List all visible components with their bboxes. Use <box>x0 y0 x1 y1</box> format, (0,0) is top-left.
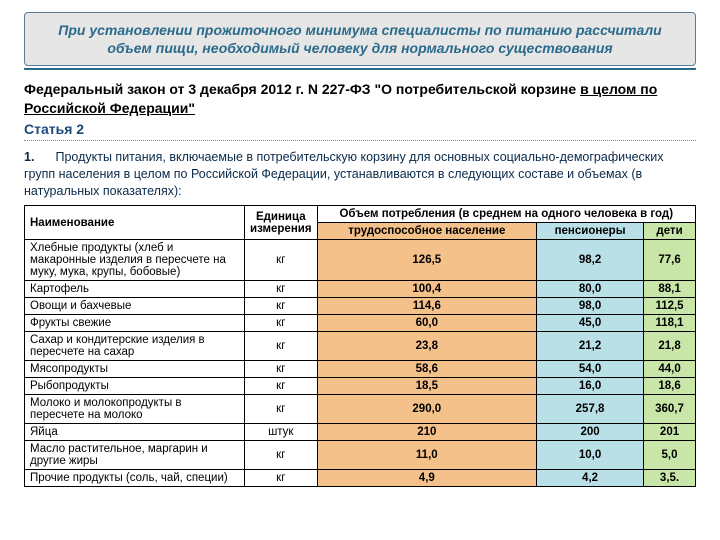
cell-pensioners: 4,2 <box>537 470 644 487</box>
article-number: 1. <box>24 149 52 166</box>
cell-pensioners: 98,0 <box>537 298 644 315</box>
cell-children: 112,5 <box>644 298 696 315</box>
cell-pensioners: 98,2 <box>537 240 644 281</box>
table-row: Масло растительное, маргарин и другие жи… <box>25 441 696 470</box>
cell-pensioners: 257,8 <box>537 395 644 424</box>
table-row: Сахар и кондитерские изделия в пересчете… <box>25 332 696 361</box>
subhead-children: дети <box>644 223 696 240</box>
table-row: Рыбопродуктыкг18,516,018,6 <box>25 378 696 395</box>
cell-children: 88,1 <box>644 281 696 298</box>
cell-unit: кг <box>245 441 318 470</box>
cell-workers: 58,6 <box>317 361 537 378</box>
article-label: Статья 2 <box>24 121 696 141</box>
cell-unit: штук <box>245 424 318 441</box>
table-row: Мясопродуктыкг58,654,044,0 <box>25 361 696 378</box>
article-body: Продукты питания, включаемые в потребите… <box>24 150 664 198</box>
cell-unit: кг <box>245 395 318 424</box>
cell-name: Овощи и бахчевые <box>25 298 245 315</box>
cell-children: 5,0 <box>644 441 696 470</box>
cell-workers: 23,8 <box>317 332 537 361</box>
cell-pensioners: 54,0 <box>537 361 644 378</box>
cell-children: 360,7 <box>644 395 696 424</box>
cell-children: 21,8 <box>644 332 696 361</box>
cell-children: 77,6 <box>644 240 696 281</box>
cell-children: 3,5. <box>644 470 696 487</box>
cell-pensioners: 10,0 <box>537 441 644 470</box>
cell-workers: 126,5 <box>317 240 537 281</box>
cell-name: Яйца <box>25 424 245 441</box>
slide: При установлении прожиточного минимума с… <box>0 0 720 540</box>
cell-name: Фрукты свежие <box>25 315 245 332</box>
law-title: Федеральный закон от 3 декабря 2012 г. N… <box>24 80 696 116</box>
table-row: Молоко и молокопродукты в пересчете на м… <box>25 395 696 424</box>
cell-pensioners: 45,0 <box>537 315 644 332</box>
slide-header: При установлении прожиточного минимума с… <box>24 12 696 66</box>
law-title-prefix: Федеральный закон от 3 декабря 2012 г. N… <box>24 81 580 97</box>
table-row: Хлебные продукты (хлеб и макаронные изде… <box>25 240 696 281</box>
header-underline <box>24 68 696 70</box>
cell-name: Прочие продукты (соль, чай, специи) <box>25 470 245 487</box>
cell-unit: кг <box>245 298 318 315</box>
cell-workers: 100,4 <box>317 281 537 298</box>
cell-unit: кг <box>245 332 318 361</box>
cell-workers: 290,0 <box>317 395 537 424</box>
subhead-workers: трудоспособное население <box>317 223 537 240</box>
col-header-unit: Единица измерения <box>245 206 318 240</box>
cell-workers: 11,0 <box>317 441 537 470</box>
cell-pensioners: 16,0 <box>537 378 644 395</box>
consumption-table: Наименование Единица измерения Объем пот… <box>24 205 696 487</box>
cell-children: 44,0 <box>644 361 696 378</box>
cell-unit: кг <box>245 315 318 332</box>
cell-unit: кг <box>245 281 318 298</box>
col-header-volume: Объем потребления (в среднем на одного ч… <box>317 206 695 223</box>
cell-children: 118,1 <box>644 315 696 332</box>
cell-workers: 210 <box>317 424 537 441</box>
table-row: Картофелькг100,480,088,1 <box>25 281 696 298</box>
cell-name: Сахар и кондитерские изделия в пересчете… <box>25 332 245 361</box>
cell-workers: 114,6 <box>317 298 537 315</box>
cell-unit: кг <box>245 240 318 281</box>
cell-workers: 18,5 <box>317 378 537 395</box>
cell-name: Хлебные продукты (хлеб и макаронные изде… <box>25 240 245 281</box>
cell-pensioners: 21,2 <box>537 332 644 361</box>
cell-children: 201 <box>644 424 696 441</box>
cell-pensioners: 80,0 <box>537 281 644 298</box>
cell-name: Картофель <box>25 281 245 298</box>
cell-workers: 4,9 <box>317 470 537 487</box>
cell-unit: кг <box>245 361 318 378</box>
cell-pensioners: 200 <box>537 424 644 441</box>
cell-unit: кг <box>245 470 318 487</box>
cell-name: Мясопродукты <box>25 361 245 378</box>
cell-name: Рыбопродукты <box>25 378 245 395</box>
cell-name: Молоко и молокопродукты в пересчете на м… <box>25 395 245 424</box>
subhead-pensioners: пенсионеры <box>537 223 644 240</box>
cell-name: Масло растительное, маргарин и другие жи… <box>25 441 245 470</box>
cell-children: 18,6 <box>644 378 696 395</box>
table-row: Яйцаштук210200201 <box>25 424 696 441</box>
table-row: Прочие продукты (соль, чай, специи)кг4,9… <box>25 470 696 487</box>
cell-workers: 60,0 <box>317 315 537 332</box>
cell-unit: кг <box>245 378 318 395</box>
article-paragraph: 1. Продукты питания, включаемые в потреб… <box>24 149 696 200</box>
table-row: Фрукты свежиекг60,045,0118,1 <box>25 315 696 332</box>
table-row: Овощи и бахчевыекг114,698,0112,5 <box>25 298 696 315</box>
col-header-name: Наименование <box>25 206 245 240</box>
